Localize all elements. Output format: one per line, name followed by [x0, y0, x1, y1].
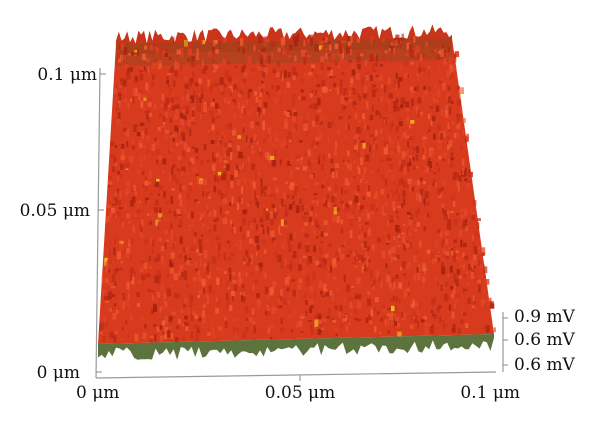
z-tick-label-top: 0.9 mV — [514, 307, 576, 327]
surface-heightmap — [98, 24, 496, 360]
x-tick-label-end: 0.1 μm — [460, 383, 520, 403]
y-tick-label-top: 0.1 μm — [37, 65, 97, 85]
tick-labels: 0.1 μm 0.05 μm 0 μm 0 μm 0.05 μm 0.1 μm … — [20, 65, 576, 403]
y-tick-label-mid: 0.05 μm — [20, 201, 90, 221]
z-tick-label-mid: 0.6 mV — [514, 330, 576, 350]
y-axis-line — [95, 67, 101, 379]
x-tick-label-mid: 0.05 μm — [265, 383, 335, 403]
x-tick-label-start: 0 μm — [76, 383, 119, 403]
x-axis-line — [95, 371, 497, 379]
surface-texture — [99, 33, 496, 343]
axis-frame — [95, 67, 504, 379]
y-tick-label-bottom: 0 μm — [37, 363, 80, 383]
z-tick-label-bottom: 0.6 mV — [514, 355, 576, 375]
surface-bottom-fringe — [98, 334, 494, 360]
tick-marks — [96, 73, 508, 381]
